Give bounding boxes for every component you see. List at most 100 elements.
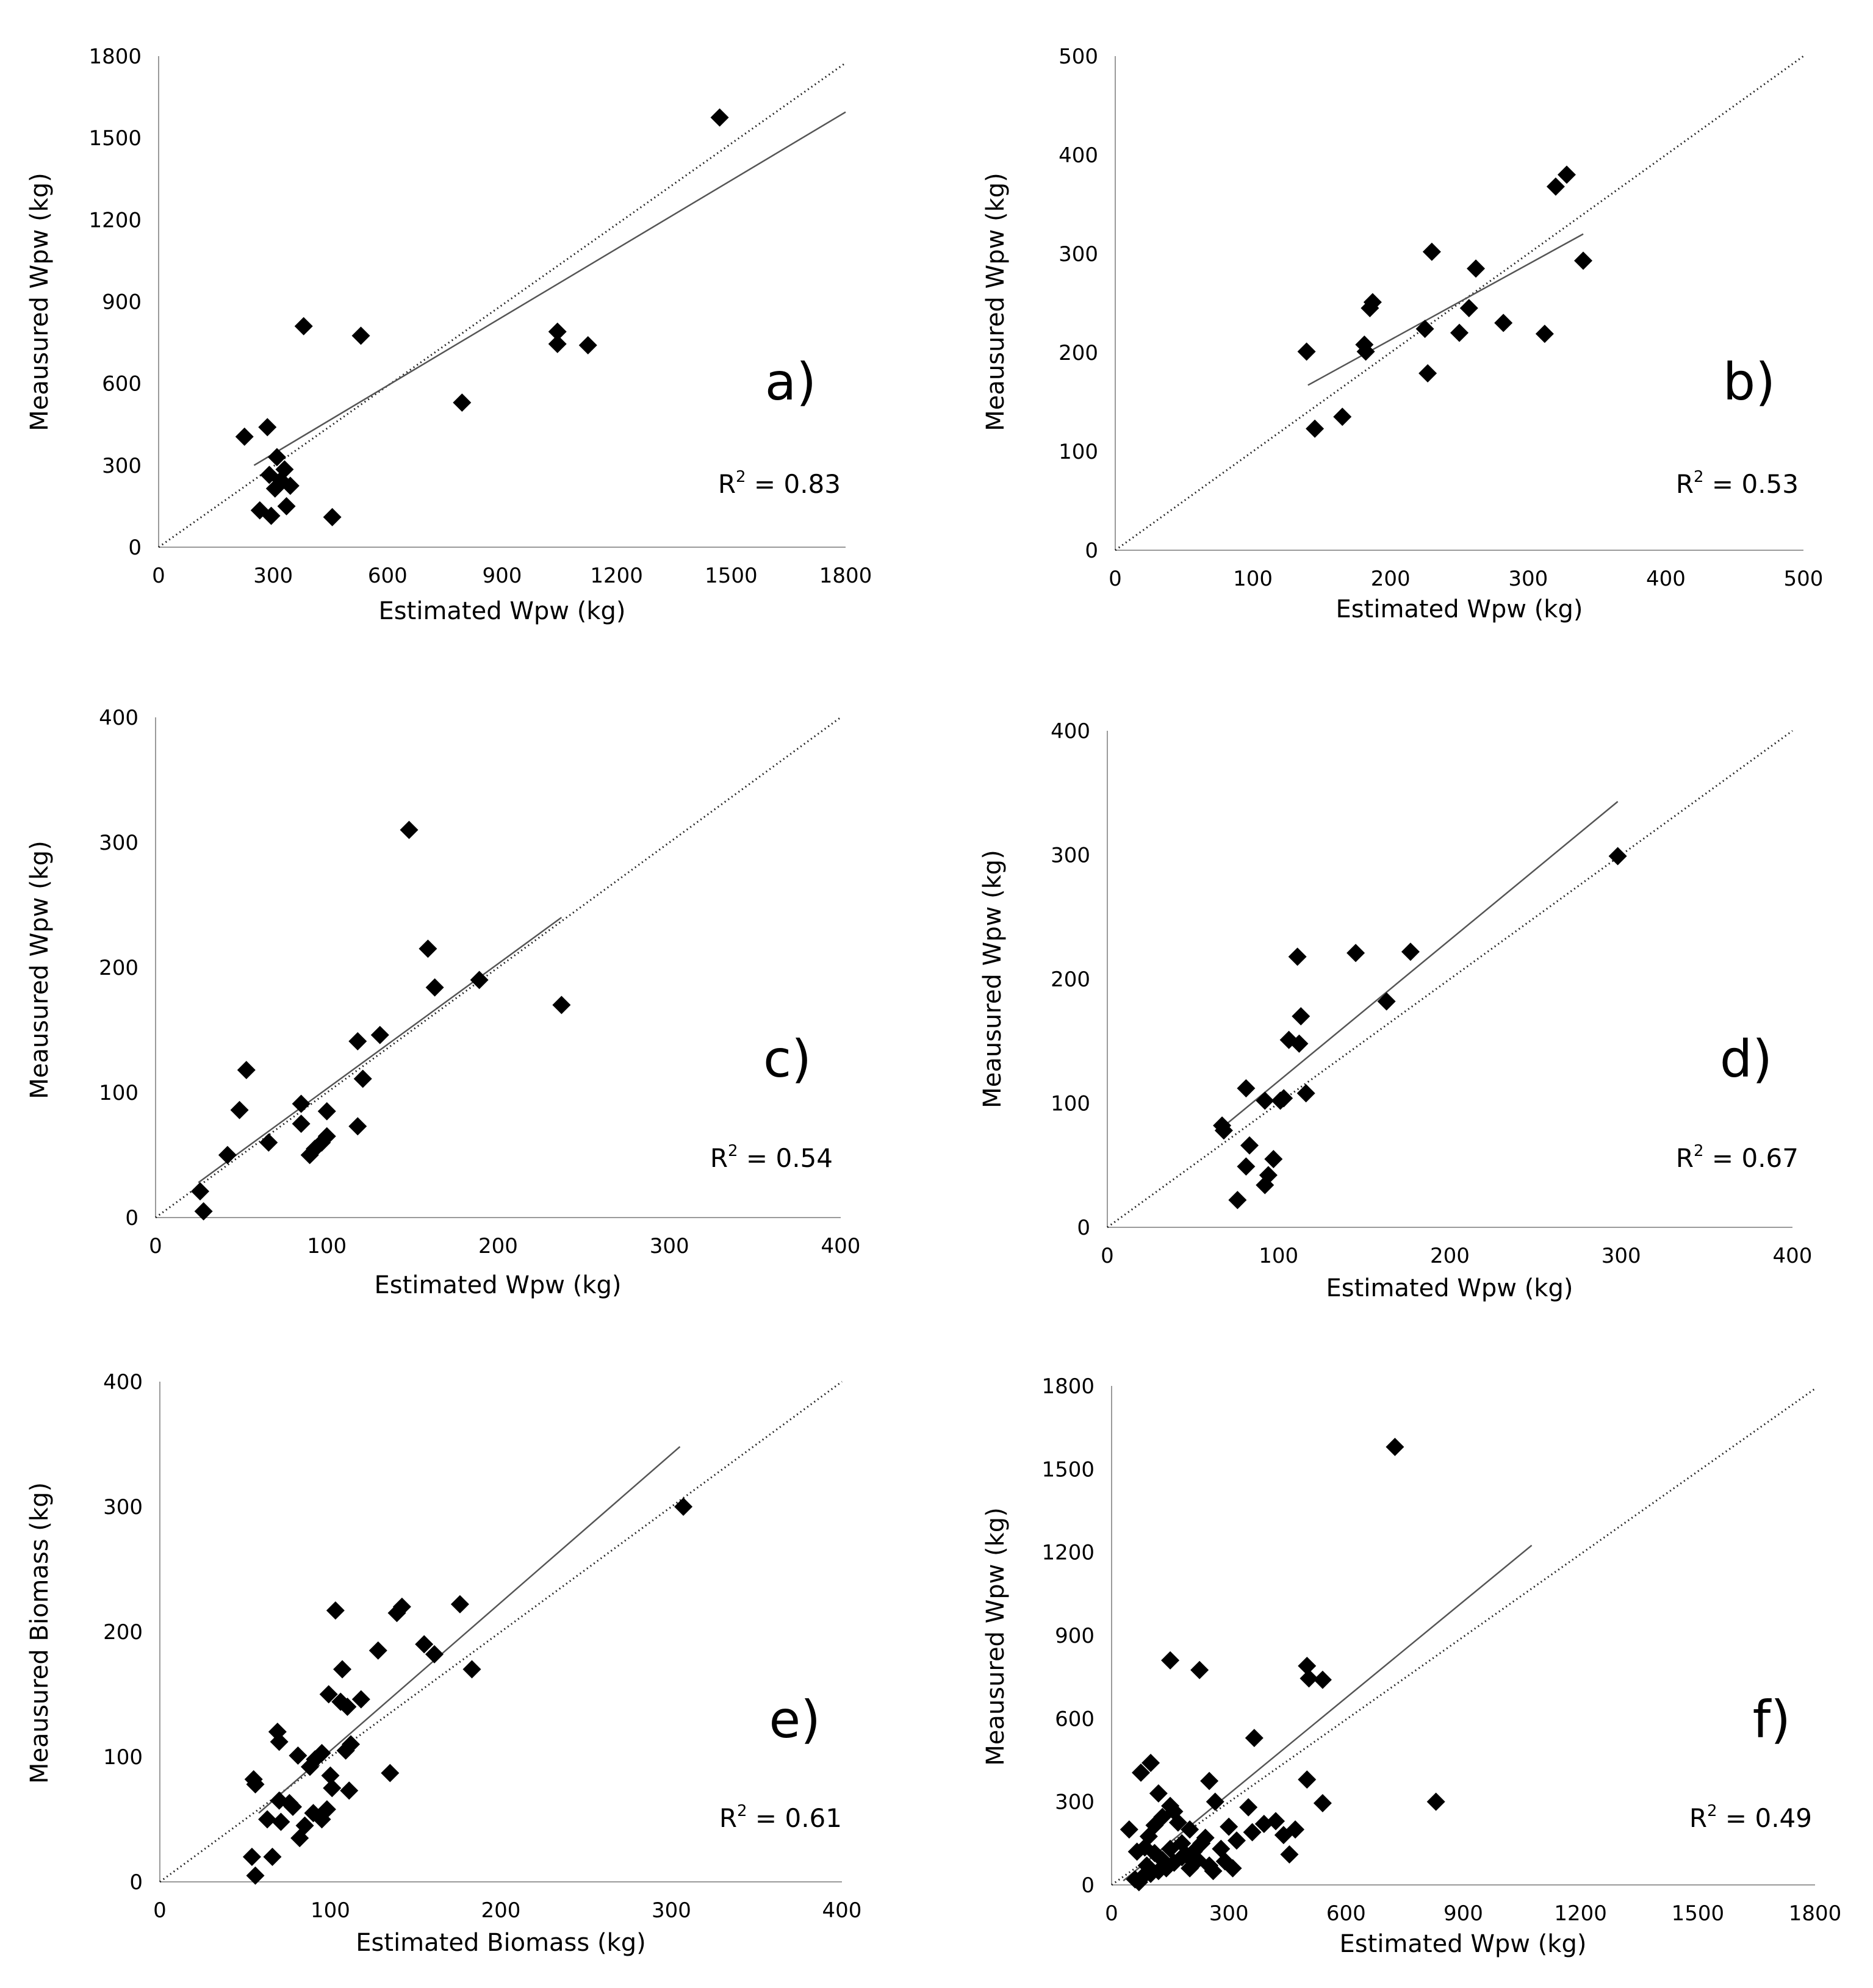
data-point [1608, 847, 1627, 866]
data-point [1386, 1437, 1404, 1456]
y-tick-label: 900 [102, 290, 142, 315]
panel-f: 0 300 600 900 1200 1500 1800 0 300 600 900 1200 1500… [982, 1374, 1841, 1958]
r-squared-r: R [719, 1803, 737, 1833]
panel-letter: f) [1753, 1690, 1791, 1749]
identity-line [158, 62, 846, 548]
data-point [548, 322, 567, 341]
data-point [387, 1604, 406, 1623]
data-point [1120, 1820, 1138, 1839]
data-point [1264, 1150, 1283, 1169]
r-squared-exponent: 2 [736, 468, 746, 486]
data-point [1418, 364, 1437, 383]
y-tick-label: 200 [103, 1620, 143, 1645]
y-tick-label: 1200 [88, 208, 142, 232]
r-squared-exponent: 2 [728, 1142, 738, 1160]
y-tick-label: 100 [99, 1081, 138, 1105]
data-point [1290, 1034, 1309, 1053]
data-point [425, 1645, 444, 1663]
data-point [262, 506, 281, 525]
data-point [1237, 1157, 1256, 1176]
data-point [246, 1866, 265, 1885]
x-tick-label: 300 [650, 1234, 689, 1258]
x-tick-label: 300 [1602, 1244, 1641, 1268]
r-squared-r: R [1676, 1143, 1694, 1173]
data-point [263, 1848, 282, 1866]
x-tick-label: 600 [368, 564, 408, 588]
identity-line [155, 716, 841, 1219]
data-point [1181, 1859, 1199, 1878]
r-squared-exponent: 2 [737, 1802, 747, 1820]
data-point [317, 1102, 336, 1121]
x-tick-label: 100 [1233, 567, 1273, 591]
data-point [281, 476, 300, 495]
r-squared-value: = 0.54 [738, 1143, 833, 1173]
data-point [1377, 992, 1396, 1011]
data-point [1220, 1817, 1238, 1836]
data-point [1141, 1754, 1160, 1773]
data-point [1240, 1136, 1259, 1155]
data-point [294, 317, 313, 336]
data-point [1254, 1815, 1273, 1834]
r-squared-value: = 0.53 [1704, 469, 1799, 499]
regression-line [198, 916, 563, 1183]
data-point [1467, 259, 1486, 278]
panel-b: 0 100 200 300 400 500 0 100 200 300 400 500 Estimate… [982, 45, 1823, 623]
y-tick-label: 0 [1081, 1873, 1095, 1898]
panel-letter: c) [763, 1029, 811, 1089]
data-point [1574, 251, 1593, 270]
data-point [1168, 1813, 1187, 1832]
data-point [348, 1117, 367, 1136]
x-axis-label: Estimated Wpw (kg) [379, 597, 626, 625]
x-tick-label: 200 [1371, 567, 1411, 591]
data-point [300, 1757, 319, 1776]
y-tick-label: 100 [1051, 1092, 1090, 1116]
x-tick-label: 100 [307, 1234, 347, 1258]
x-tick-label: 400 [822, 1898, 862, 1923]
data-point [1333, 407, 1352, 426]
r-squared-exponent: 2 [1707, 1802, 1717, 1820]
data-point [333, 1660, 352, 1679]
data-point [237, 1061, 256, 1080]
r-squared-value: = 0.49 [1717, 1803, 1812, 1833]
x-tick-label: 0 [1109, 567, 1122, 591]
data-point [1139, 1827, 1158, 1846]
r-squared-label: R2 = 0.53 [1676, 468, 1799, 499]
data-point [300, 1146, 319, 1164]
data-point [368, 1641, 387, 1660]
r-squared-value: = 0.61 [747, 1803, 842, 1833]
r-squared-label: R2 = 0.49 [1689, 1802, 1812, 1833]
data-point [1223, 1859, 1242, 1878]
data-point [1426, 1792, 1445, 1811]
y-tick-label: 1200 [1041, 1541, 1095, 1565]
panel-letter: e) [769, 1690, 821, 1749]
data-point [1557, 165, 1576, 184]
data-point [1214, 1121, 1233, 1140]
data-point [338, 1698, 357, 1716]
x-tick-label: 0 [1105, 1901, 1118, 1926]
x-tick-label: 100 [311, 1898, 350, 1923]
panel-letter: d) [1720, 1029, 1772, 1089]
panel-c: 0 100 200 300 400 0 100 200 300 400 Estimated Wpw … [26, 706, 860, 1299]
data-point [351, 1690, 370, 1709]
y-tick-label: 0 [1085, 539, 1098, 563]
data-point [1346, 944, 1365, 963]
data-point [453, 393, 472, 412]
x-tick-label: 1200 [1554, 1901, 1607, 1926]
y-tick-label: 400 [1059, 143, 1098, 168]
data-point [1356, 342, 1375, 361]
data-point [258, 418, 277, 437]
data-point [1127, 1842, 1146, 1861]
data-point [1161, 1839, 1180, 1858]
x-axis-label: Estimated Wpw (kg) [375, 1271, 622, 1299]
data-point [312, 1743, 331, 1762]
y-axis-label: Meausured Wpw (kg) [26, 173, 54, 431]
panel-letter: a) [765, 352, 816, 412]
data-point [351, 326, 370, 345]
x-tick-label: 400 [1646, 567, 1686, 591]
y-tick-label: 900 [1055, 1624, 1095, 1648]
data-point [1546, 177, 1565, 196]
data-point [1137, 1856, 1156, 1875]
data-point [1361, 299, 1379, 318]
data-point [1132, 1763, 1151, 1782]
